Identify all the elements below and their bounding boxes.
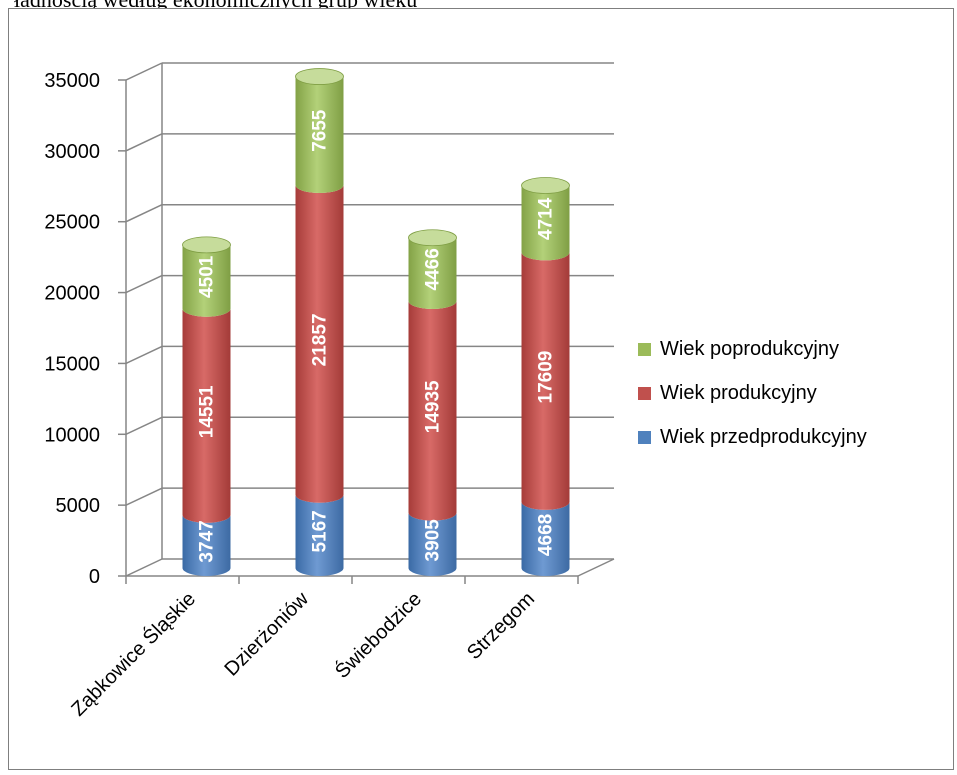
data-label: 4668: [536, 514, 557, 556]
legend-swatch: [638, 387, 651, 400]
data-label: 4501: [197, 255, 218, 298]
legend: Wiek poprodukcyjny Wiek produkcyjny Wiek p…: [638, 338, 867, 448]
legend-label: Wiek przedprodukcyjny: [660, 426, 867, 448]
legend-swatch: [638, 431, 651, 444]
bar-cap: [295, 68, 344, 85]
bar-segment: [408, 512, 457, 576]
x-category-label: Strzegom: [463, 588, 539, 664]
bars: [182, 68, 570, 576]
bar-segment: [182, 308, 231, 523]
bar-cap: [521, 177, 570, 194]
bar-segment: [295, 494, 344, 576]
legend-swatch: [638, 343, 651, 356]
gridline-diagonal: [125, 62, 163, 81]
bar-segment: [408, 301, 457, 521]
data-label: 4466: [423, 248, 444, 290]
chart-frame: [8, 8, 954, 770]
data-label: 3905: [423, 519, 444, 562]
x-category-label: Świebodzice: [330, 587, 426, 683]
x-category-label: Ząbkowice Śląskie: [66, 587, 200, 721]
gridline-diagonal: [125, 204, 163, 223]
y-tick-label: 20000: [44, 283, 100, 305]
bar-cap: [182, 236, 231, 254]
y-tick-label: 15000: [44, 353, 100, 375]
gridline-diagonal: [125, 487, 163, 506]
gridline-diagonal: [125, 416, 163, 435]
bar-segment: [295, 185, 344, 503]
gridline-diagonal: [125, 558, 163, 577]
y-tick-label: 35000: [44, 70, 100, 92]
floor-edge: [577, 558, 615, 577]
bar-segment: [295, 76, 344, 194]
data-label: 4714: [536, 197, 557, 240]
data-label: 14935: [423, 380, 444, 433]
gridline-diagonal: [125, 133, 163, 152]
y-tick-label: 10000: [44, 424, 100, 446]
bar-cap: [408, 229, 457, 247]
y-tick-label: 5000: [56, 495, 101, 517]
bar-segment: [521, 252, 570, 510]
gridline-diagonal: [125, 345, 163, 365]
data-label: 17609: [536, 351, 557, 404]
y-tick-label: 25000: [44, 212, 100, 234]
data-label: 5167: [310, 510, 331, 552]
gridline-diagonal: [125, 274, 163, 294]
y-tick-label: 30000: [44, 141, 100, 163]
bar-segment: [182, 244, 231, 317]
data-label: 3747: [197, 520, 218, 562]
data-label: 21857: [310, 313, 331, 366]
x-category-label: Dzierżoniów: [220, 588, 313, 681]
data-label: 14551: [197, 385, 218, 438]
bar-segment: [182, 514, 231, 576]
bar-segment: [408, 237, 457, 310]
legend-label: Wiek poprodukcyjny: [660, 338, 839, 360]
bar-segment: [521, 501, 570, 576]
y-tick-label: 0: [89, 566, 100, 588]
bar-segment: [521, 185, 570, 261]
legend-label: Wiek produkcyjny: [660, 382, 817, 404]
data-label: 7655: [310, 109, 331, 152]
axes: [118, 63, 615, 584]
